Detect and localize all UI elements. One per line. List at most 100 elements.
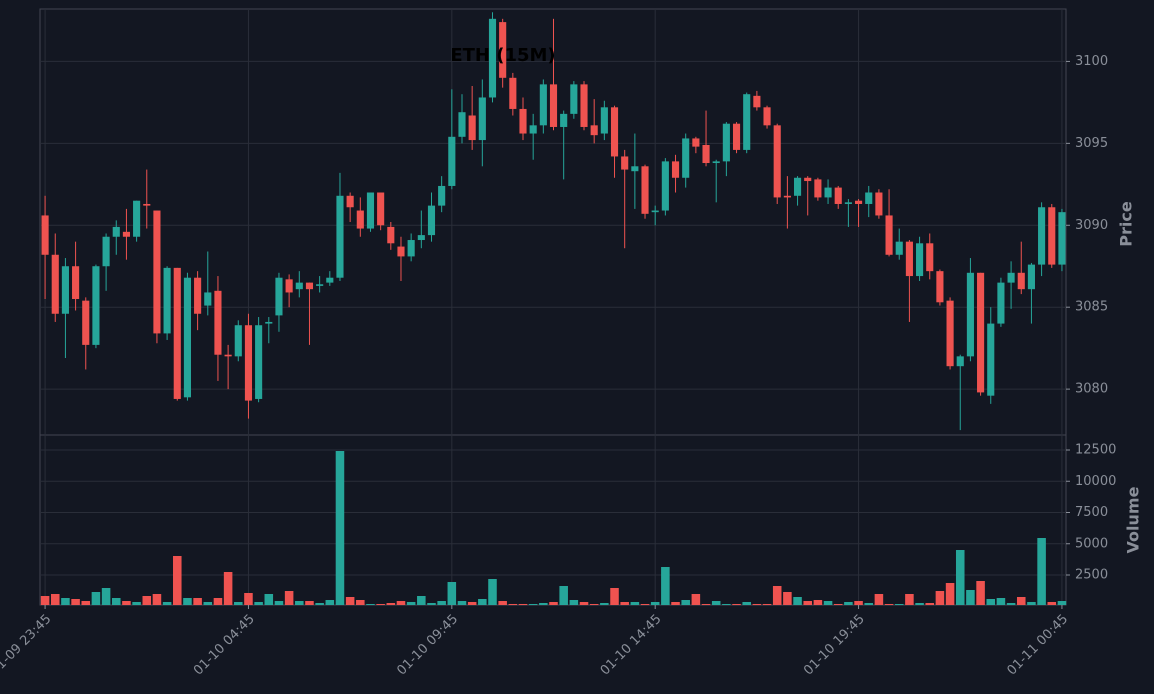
candle-body [61,266,69,314]
volume-bar [376,604,385,605]
candle-body [377,192,385,226]
candle-body [956,356,964,367]
candle-body [407,240,415,257]
candle-body [468,115,476,141]
candle-body [702,144,710,164]
candle-body [143,203,151,206]
candle-body [946,300,954,367]
x-tick-label: 01-10 09:45 [394,612,461,679]
x-tick-label: 01-10 04:45 [191,612,258,679]
volume-bar [742,602,751,605]
candle-body [41,215,49,255]
x-tick-label: 01-09 23:45 [0,612,54,679]
candle-body [590,125,598,136]
volume-bar [539,603,548,605]
volume-bar [854,601,863,605]
candle-body [285,279,293,293]
candle-body [224,354,232,357]
candle-body [255,325,263,399]
candle-body [1007,272,1015,283]
candle-body [793,177,802,196]
volume-bar [284,591,294,605]
candle-body [102,236,110,267]
volume-bar [620,602,629,605]
x-tick-label: 01-10 14:45 [598,612,665,679]
candle-body [173,267,181,399]
volume-bar [945,583,955,605]
y-tick-label: 3100 [1075,54,1108,69]
volume-bar [447,582,457,605]
volume-bar [874,594,884,605]
candle-body [987,323,995,396]
volume-bar [467,602,477,605]
candle-body [1027,264,1035,290]
volume-bar [508,604,518,605]
y2-axis-label: Volume [1124,486,1143,553]
candle-body [661,161,669,211]
candle-body [722,123,730,162]
candle-body [316,284,324,286]
volume-bar [396,601,406,605]
volume-bar [173,556,182,605]
volume-bar [803,601,812,605]
volume-bar [386,603,396,605]
volume-bar [711,601,721,605]
candle-body [844,202,852,204]
candle-body [753,95,761,108]
x-tick-label: 01-11 00:45 [1005,612,1072,679]
y-axis-label: Price [1117,201,1136,247]
candle-body [112,226,120,237]
candle-body [539,84,547,126]
candle-body [977,272,985,393]
candle-body [305,282,314,290]
candle-body [153,210,161,334]
candle-body [743,94,751,150]
volume-bar [986,599,996,605]
candle-body [763,107,771,126]
volume-bar [722,604,731,605]
volume-bar [894,604,904,605]
candle-body [122,231,130,237]
volume-bar [315,603,324,605]
candle-body [204,292,212,306]
volume-bar [559,586,568,605]
volume-bar [589,604,599,605]
volume-bar [213,598,223,605]
candle-body [804,177,812,182]
volume-bar [325,600,335,605]
volume-bar [417,596,426,605]
candle-body [427,205,436,236]
volume-bar [305,601,314,605]
volume-bar [142,596,152,605]
volume-bar [254,602,263,605]
candle-body [783,195,791,198]
candle-body [519,108,527,134]
candle-body [682,138,690,178]
x-tick-label: 01-10 19:45 [801,612,868,679]
y-tick-label: 3090 [1075,218,1108,233]
volume-bar [966,590,975,605]
volume-bar [772,586,782,605]
volume-bar [81,601,91,605]
candle-body [814,179,822,198]
candle-body [824,187,832,198]
candle-body [1048,207,1056,265]
volume-bar [437,601,446,605]
volume-bar [864,603,874,605]
candle-body [326,277,334,283]
candle-body [641,166,649,214]
candle-body [631,166,639,172]
candle-body [51,254,59,314]
candle-body [133,200,141,237]
volume-bar [427,603,436,605]
volume-bar [162,602,172,605]
candle-body [265,321,273,324]
volume-bar [752,604,762,605]
candle-body [1038,207,1046,265]
candle-body [529,125,537,134]
y-tick-label: 3095 [1075,136,1108,151]
candle-body [580,84,588,127]
candle-body [488,18,497,98]
candle-body [966,272,974,357]
